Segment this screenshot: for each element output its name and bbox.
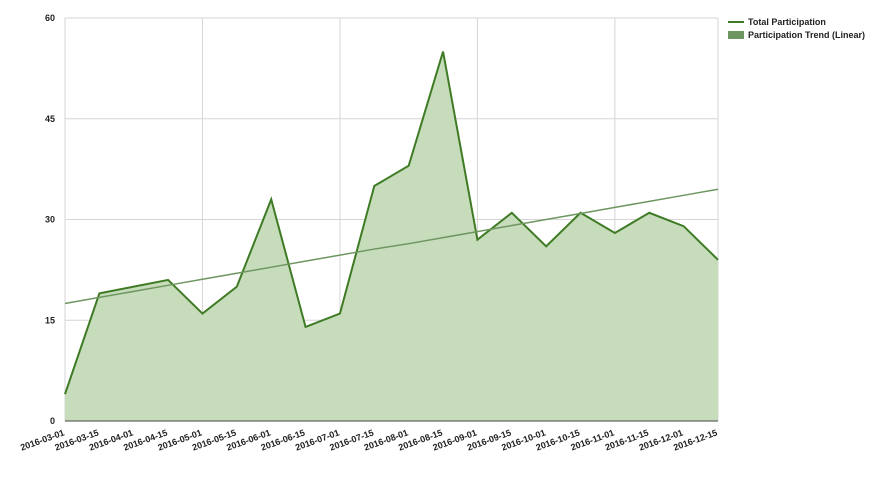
- legend-label: Participation Trend (Linear): [748, 30, 865, 40]
- line: [64, 51, 719, 395]
- y-tick-label: 0: [50, 416, 55, 426]
- area: [65, 51, 718, 421]
- legend-label: Total Participation: [748, 17, 826, 27]
- y-tick-label: 30: [45, 215, 55, 225]
- legend-swatch: [728, 31, 744, 39]
- y-tick-label: 45: [45, 114, 55, 124]
- y-tick-label: 60: [45, 13, 55, 23]
- y-tick-label: 15: [45, 315, 55, 325]
- line: [64, 188, 719, 305]
